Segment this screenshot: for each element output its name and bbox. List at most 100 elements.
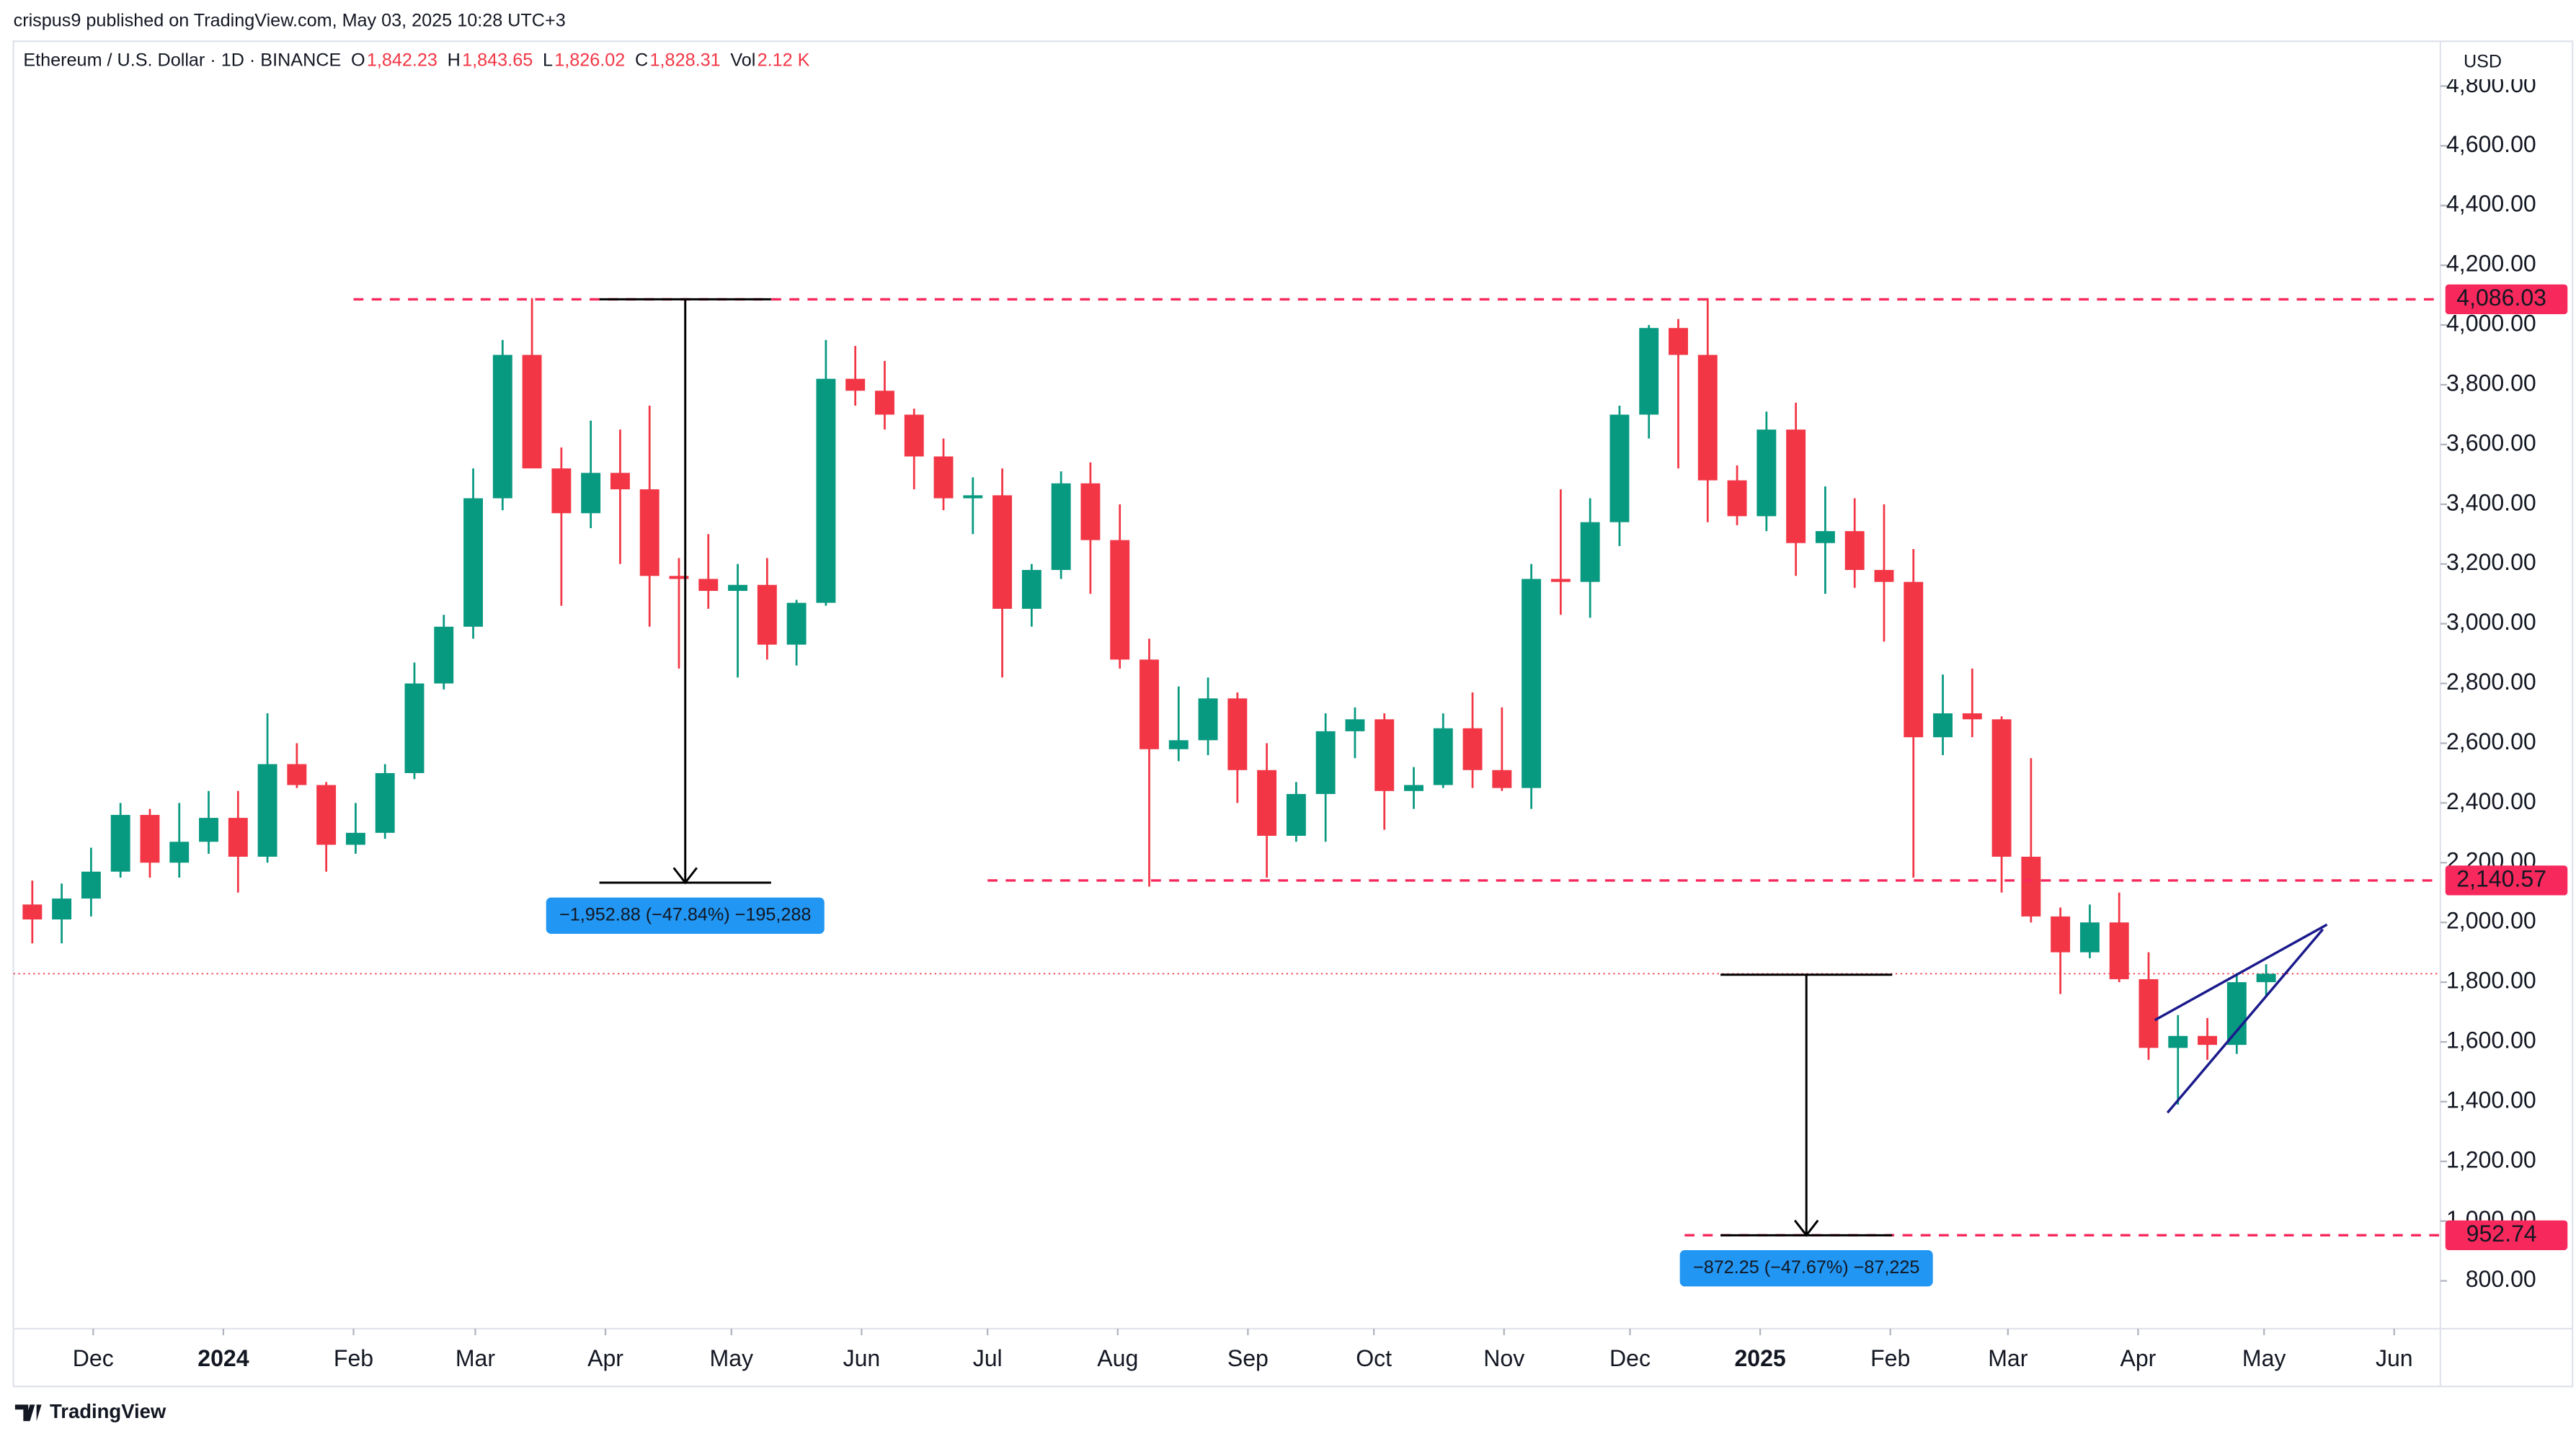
y-tick-label: 2,800.00 <box>2446 669 2536 695</box>
level-label: 4,086.03 <box>2456 285 2546 311</box>
y-tick-label: 4,600.00 <box>2446 131 2536 157</box>
candle-body <box>199 818 218 842</box>
y-tick-label: 3,600.00 <box>2446 429 2536 455</box>
wedge-line <box>2154 923 2328 1022</box>
y-tick-label: 2,000.00 <box>2446 908 2536 934</box>
plot: 800.001,000.001,200.001,400.001,600.001,… <box>13 71 2568 1371</box>
candle-body <box>1433 728 1453 785</box>
x-tick-label: Aug <box>1097 1345 1138 1371</box>
candle-body <box>2138 978 2159 1048</box>
y-tick-label: 1,200.00 <box>2446 1146 2536 1172</box>
candle-body <box>492 355 512 499</box>
candle-body <box>874 391 894 415</box>
candle-body <box>2168 1035 2188 1048</box>
level-label-box <box>2445 865 2568 896</box>
candle-body <box>757 584 777 645</box>
x-tick-label: 2024 <box>197 1345 249 1371</box>
candle-body <box>992 495 1013 609</box>
measure-label: −1,952.88 (−47.84%) −195,288 <box>559 904 811 924</box>
candle-body <box>1991 719 2012 857</box>
candle-body <box>257 764 277 857</box>
candle-body <box>1609 414 1630 522</box>
measure-box <box>546 897 825 935</box>
candle-body <box>1786 429 1806 543</box>
candle-body <box>1933 713 1953 738</box>
candle-body <box>933 456 954 499</box>
candle-body <box>845 378 866 391</box>
candle-body <box>2109 922 2129 979</box>
currency: USD <box>2464 52 2502 72</box>
candle-body <box>904 414 924 457</box>
candle-body <box>1462 728 1483 770</box>
x-tick-label: Jun <box>843 1345 881 1371</box>
x-tick-label: Mar <box>1988 1345 2028 1371</box>
ohlc-value: 1,826.02 <box>554 50 625 70</box>
candle-body <box>1168 740 1189 749</box>
candle-body <box>1404 785 1424 791</box>
level-label: 2,140.57 <box>2456 865 2546 891</box>
candle-body <box>1904 581 1924 738</box>
candle-body <box>1227 698 1248 770</box>
wedge-line <box>2166 928 2324 1114</box>
candle-body <box>2021 856 2041 917</box>
candle-body <box>1198 698 1218 741</box>
x-tick-label: Dec <box>73 1345 114 1371</box>
ohlc-key: O <box>351 50 365 70</box>
x-tick-label: Mar <box>456 1345 496 1371</box>
candle-body <box>1374 719 1395 791</box>
ohlc-value: 1,828.31 <box>650 50 721 70</box>
candle-body <box>551 468 572 514</box>
candle-body <box>1580 522 1600 582</box>
x-tick-label: 2025 <box>1734 1345 1785 1371</box>
y-tick-label: 3,000.00 <box>2446 609 2536 635</box>
y-tick-label: 1,400.00 <box>2446 1087 2536 1113</box>
candle-body <box>610 473 630 490</box>
ohlc-key: H <box>448 50 461 70</box>
candle-body <box>728 584 748 592</box>
measure-arrow <box>1793 1219 1819 1237</box>
candle-body <box>2051 916 2071 953</box>
candle-body <box>1080 483 1101 540</box>
ohlc-key: Vol <box>730 50 755 70</box>
candle-body <box>1844 531 1865 571</box>
candle-body <box>2226 982 2247 1046</box>
candle-body <box>1522 579 1542 788</box>
y-tick-label: 4,000.00 <box>2446 311 2536 336</box>
y-tick-label: 3,800.00 <box>2446 370 2536 396</box>
x-tick-label: Apr <box>587 1345 623 1371</box>
ohlc-key: C <box>635 50 648 70</box>
candle-body <box>22 904 43 920</box>
footer-logo <box>14 1404 42 1422</box>
candle-body <box>81 871 101 899</box>
x-tick-label: May <box>710 1345 754 1371</box>
candle-body <box>345 832 365 845</box>
candle-body <box>1874 570 1894 582</box>
candle-body <box>434 626 454 684</box>
candle-body <box>52 899 72 920</box>
y-tick-label: 4,200.00 <box>2446 251 2536 277</box>
candle-body <box>140 814 160 863</box>
x-tick-label: Sep <box>1227 1345 1269 1371</box>
x-tick-label: Apr <box>2120 1345 2156 1371</box>
measure-box <box>1679 1249 1933 1287</box>
measure-arrow <box>672 867 698 885</box>
currency-box <box>2447 46 2563 79</box>
y-tick-label: 2,600.00 <box>2446 728 2536 754</box>
ohlc-value: 2.12 K <box>758 50 810 70</box>
candle-body <box>963 495 983 499</box>
legend: Ethereum / U.S. Dollar · 1D · BINANCE O 1,… <box>23 50 809 70</box>
candle-body <box>1756 429 1777 517</box>
y-tick-label: 3,400.00 <box>2446 489 2536 515</box>
candle-body <box>1815 531 1835 543</box>
candle-body <box>816 378 836 603</box>
x-tick-label: Jun <box>2376 1345 2413 1371</box>
candle-body <box>2079 922 2100 953</box>
candle-body <box>1140 659 1159 749</box>
candle-body <box>1021 570 1041 609</box>
candle-body <box>287 764 307 785</box>
publisher: crispus9 published on TradingView.com, M… <box>14 10 566 30</box>
ohlc-key: L <box>543 50 553 70</box>
x-tick-label: Feb <box>334 1345 373 1371</box>
